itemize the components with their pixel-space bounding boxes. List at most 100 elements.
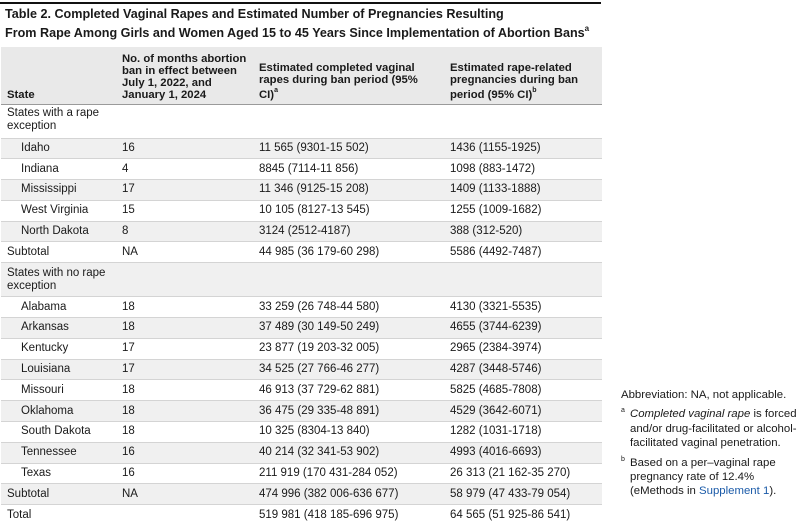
- summary-label-cell: Subtotal: [1, 241, 116, 264]
- empty-cell: [444, 262, 602, 298]
- months-cell: 16: [116, 138, 253, 160]
- months-cell: 17: [116, 359, 253, 381]
- header-rapes: Estimated completed vaginal rapes during…: [253, 47, 444, 105]
- rapes-cell: 44 985 (36 179-60 298): [253, 241, 444, 264]
- pregnancies-cell: 4529 (3642-6071): [444, 400, 602, 423]
- months-cell: 16: [116, 463, 253, 485]
- months-cell: [116, 504, 253, 521]
- months-cell: 17: [116, 338, 253, 360]
- months-cell: 8: [116, 221, 253, 243]
- rapes-cell: 33 259 (26 748-44 580): [253, 296, 444, 319]
- title-line-1: Table 2. Completed Vaginal Rapes and Est…: [5, 7, 504, 21]
- empty-cell: [253, 262, 444, 298]
- state-cell: Louisiana: [1, 359, 116, 381]
- table-row: Missouri 18 46 913 (37 729-62 881) 5825 (46…: [1, 379, 602, 402]
- table-row: Tennessee 16 40 214 (32 341-53 902) 4993 (4…: [1, 442, 602, 464]
- state-cell: Alabama: [1, 296, 116, 319]
- rapes-cell: 11 565 (9301-15 502): [253, 138, 444, 160]
- rapes-cell: 8845 (7114-11 856): [253, 158, 444, 181]
- abbreviation-note: Abbreviation: NA, not applicable.: [621, 389, 787, 401]
- state-cell: North Dakota: [1, 221, 116, 243]
- rapes-cell: 211 919 (170 431-284 052): [253, 463, 444, 485]
- total-row: Total 519 981 (418 185-696 975) 64 565 (51…: [1, 504, 602, 521]
- months-cell: 18: [116, 400, 253, 423]
- pregnancies-cell: 2965 (2384-3974): [444, 338, 602, 360]
- rapes-cell: 10 325 (8304-13 840): [253, 421, 444, 443]
- rapes-cell: 34 525 (27 766-46 277): [253, 359, 444, 381]
- empty-cell: [253, 104, 444, 139]
- title-footnote-marker: a: [584, 24, 590, 33]
- header-months: No. of months abortion ban in effect bet…: [116, 47, 253, 105]
- header-rapes-marker: a: [274, 86, 278, 94]
- pregnancies-cell: 5825 (4685-7808): [444, 379, 602, 402]
- pregnancies-cell: 4655 (3744-6239): [444, 317, 602, 339]
- months-cell: 18: [116, 296, 253, 319]
- rapes-cell: 519 981 (418 185-696 975): [253, 504, 444, 521]
- table-row: Arkansas 18 37 489 (30 149-50 249) 4655 (37…: [1, 317, 602, 339]
- pregnancies-cell: 4287 (3448-5746): [444, 359, 602, 381]
- group-row-with-exception: States with a rape exception: [1, 104, 602, 139]
- summary-label-cell: Total: [1, 504, 116, 521]
- months-cell: 17: [116, 179, 253, 201]
- months-cell: 18: [116, 421, 253, 443]
- footnote-b-marker: b: [621, 455, 625, 463]
- state-cell: Mississippi: [1, 179, 116, 201]
- title-line-2: From Rape Among Girls and Women Aged 15 …: [5, 26, 585, 41]
- table-title: Table 2. Completed Vaginal Rapes and Est…: [5, 6, 601, 41]
- table-row: North Dakota 8 3124 (2512-4187) 388 (312-52…: [1, 221, 602, 243]
- subtotal-row: Subtotal NA 474 996 (382 006-636 677) 58 97…: [1, 483, 602, 506]
- header-rapes-text: Estimated completed vaginal rapes during…: [259, 61, 418, 101]
- state-cell: Tennessee: [1, 442, 116, 464]
- table-row: Idaho 16 11 565 (9301-15 502) 1436 (1155-19…: [1, 138, 602, 160]
- months-cell: 15: [116, 200, 253, 222]
- table-row: West Virginia 15 10 105 (8127-13 545) 1255 …: [1, 200, 602, 222]
- header-state: State: [1, 47, 116, 105]
- state-cell: Kentucky: [1, 338, 116, 360]
- months-cell: 18: [116, 317, 253, 339]
- supplement-link[interactable]: Supplement 1: [699, 485, 770, 498]
- months-cell: NA: [116, 241, 253, 264]
- summary-label-cell: Subtotal: [1, 483, 116, 506]
- rapes-cell: 474 996 (382 006-636 677): [253, 483, 444, 506]
- table-header-row: State No. of months abortion ban in effe…: [1, 47, 602, 105]
- header-pregnancies-marker: b: [532, 86, 537, 94]
- footnote-a-marker: a: [621, 407, 625, 415]
- table-row: Kentucky 17 23 877 (19 203-32 005) 2965 (23…: [1, 338, 602, 360]
- empty-cell: [116, 104, 253, 139]
- rapes-cell: 37 489 (30 149-50 249): [253, 317, 444, 339]
- empty-cell: [116, 262, 253, 298]
- group-row-no-exception: States with no rape exception: [1, 262, 602, 298]
- rapes-cell: 40 214 (32 341-53 902): [253, 442, 444, 464]
- state-cell: Texas: [1, 463, 116, 485]
- footnote-a-term: Completed vaginal rape: [630, 408, 751, 421]
- table-row: Alabama 18 33 259 (26 748-44 580) 4130 (332…: [1, 296, 602, 319]
- pregnancies-cell: 5586 (4492-7487): [444, 241, 602, 264]
- pregnancies-cell: 1282 (1031-1718): [444, 421, 602, 443]
- months-cell: 18: [116, 379, 253, 402]
- footnote-b-text: Based on a per–vaginal rape pregnancy ra…: [630, 456, 776, 498]
- pregnancies-cell: 388 (312-520): [444, 221, 602, 243]
- state-cell: Oklahoma: [1, 400, 116, 423]
- table-row: Oklahoma 18 36 475 (29 335-48 891) 4529 (36…: [1, 400, 602, 423]
- pregnancies-cell: 26 313 (21 162-35 270): [444, 463, 602, 485]
- months-cell: NA: [116, 483, 253, 506]
- pregnancies-cell: 4130 (3321-5535): [444, 296, 602, 319]
- rapes-cell: 36 475 (29 335-48 891): [253, 400, 444, 423]
- footnote-a-text: is forced and/or drug-facilitated or alc…: [630, 408, 797, 450]
- rapes-cell: 46 913 (37 729-62 881): [253, 379, 444, 402]
- table-row: Louisiana 17 34 525 (27 766-46 277) 4287 (3…: [1, 359, 602, 381]
- pregnancies-cell: 1098 (883-1472): [444, 158, 602, 181]
- pregnancies-cell: 64 565 (51 925-86 541): [444, 504, 602, 521]
- rapes-cell: 3124 (2512-4187): [253, 221, 444, 243]
- subtotal-row: Subtotal NA 44 985 (36 179-60 298) 5586 (44…: [1, 241, 602, 264]
- pregnancies-cell: 1436 (1155-1925): [444, 138, 602, 160]
- months-cell: 16: [116, 442, 253, 464]
- data-table: State No. of months abortion ban in effe…: [1, 47, 602, 521]
- group-label-with-exception: States with a rape exception: [1, 104, 116, 139]
- header-pregnancies-text: Estimated rape-related pregnancies durin…: [450, 61, 579, 101]
- pregnancies-cell: 4993 (4016-6693): [444, 442, 602, 464]
- state-cell: Idaho: [1, 138, 116, 160]
- pregnancies-cell: 1255 (1009-1682): [444, 200, 602, 222]
- title-top-rule: [0, 2, 601, 4]
- rapes-cell: 10 105 (8127-13 545): [253, 200, 444, 222]
